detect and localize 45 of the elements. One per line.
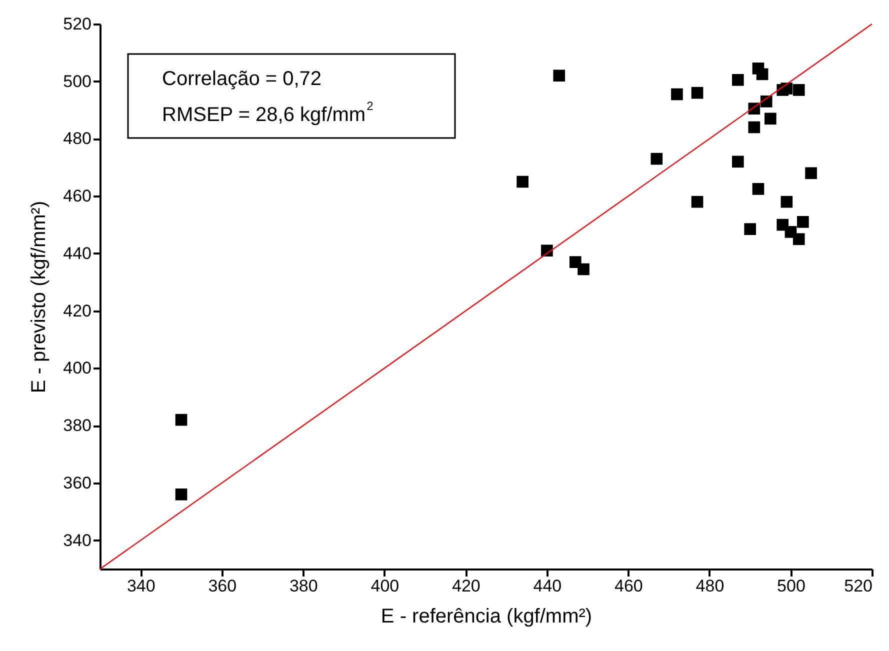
point [780,196,793,208]
x-tick-label: 400 [370,576,400,596]
point [175,488,188,500]
x-tick-label: 500 [777,576,806,596]
y-tick-label: 420 [63,301,92,320]
point [553,70,566,82]
y-tick-label: 400 [63,358,92,378]
x-tick-label: 460 [614,576,643,596]
point [744,223,756,236]
point [780,82,793,94]
point [650,152,663,165]
x-axis-title: E - referência (kgf/mm²) [380,606,592,628]
point [748,121,760,134]
x-tick-label: 520 [844,576,872,596]
x-tick-label: 480 [696,576,724,596]
point [671,88,683,100]
annotation: Correlação = 0,72 [162,68,322,90]
y-tick-label: 380 [63,416,92,436]
y-tick-label: 340 [63,530,92,550]
point [578,263,590,276]
x-tick-label: 360 [208,576,237,596]
y-axis-title: E - previsto (kgf/mm²) [28,200,50,394]
point [805,167,817,180]
x-tick-label: 420 [452,576,480,596]
point [797,216,809,228]
point [516,176,528,188]
point [764,112,776,125]
point [175,414,188,426]
y-tick-label: 360 [63,473,92,492]
point [792,84,805,96]
point [691,86,704,99]
point [792,233,805,246]
x-tick-label: 380 [289,576,318,596]
point [691,196,704,208]
point [756,68,768,80]
y-tick-label: 460 [63,186,92,206]
point [752,183,764,195]
y-tick-label: 500 [63,72,92,91]
x-tick-label: 440 [533,576,562,596]
point [732,74,744,86]
x-tick-label: 340 [126,576,156,596]
y-tick-label: 520 [63,14,92,34]
point [732,156,744,168]
y-tick-label: 480 [63,129,92,148]
y-tick-label: 440 [63,244,92,263]
